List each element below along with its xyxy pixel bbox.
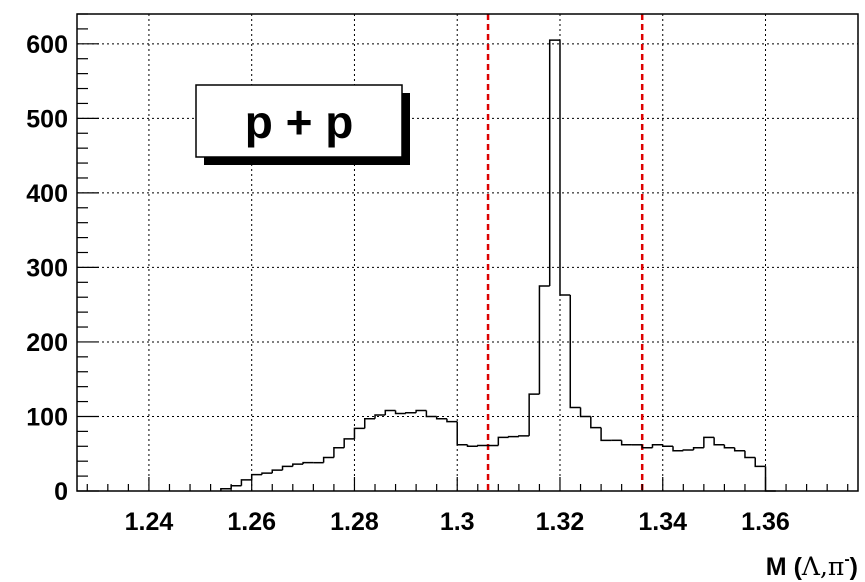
- plot-frame: [76, 13, 859, 492]
- x-axis-title-symbols: Λ,π: [801, 552, 844, 581]
- histogram-bin: [302, 461, 314, 465]
- histogram-bin: [590, 416, 602, 429]
- x-tick-labels: 1.24 1.26 1.28 1.3 1.32 1.34 1.36: [125, 508, 790, 536]
- histogram-bin: [394, 410, 406, 415]
- histogram-bin: [250, 473, 262, 480]
- histogram-bin: [528, 393, 540, 436]
- histogram-bin: [435, 416, 447, 420]
- histogram-bin: [261, 472, 273, 475]
- y-tick-labels: 0 100 200 300 400 500 600: [26, 31, 68, 506]
- histogram-bin: [230, 485, 242, 489]
- histogram-bin: [703, 436, 715, 448]
- x-tick-label: 1.28: [330, 508, 379, 536]
- histogram-bin: [507, 435, 519, 438]
- histogram-bin: [281, 465, 293, 471]
- axis-ticks: [77, 13, 849, 492]
- histogram-bin: [518, 435, 530, 437]
- y-tick-label: 400: [26, 180, 68, 208]
- x-axis-title: M (Λ,π-): [766, 551, 858, 581]
- histogram-bin: [662, 444, 674, 448]
- histogram-bin: [374, 414, 386, 419]
- histogram-bin: [713, 437, 725, 446]
- histogram-bin: [641, 444, 653, 449]
- x-tick-label: 1.32: [536, 508, 585, 536]
- histogram-bin: [733, 447, 745, 452]
- histogram-bin: [343, 438, 355, 448]
- histogram-bin: [240, 479, 252, 486]
- x-axis-title-close: ): [850, 553, 858, 581]
- histogram-bin: [322, 456, 334, 463]
- histogram-bin: [292, 463, 304, 467]
- histogram-bin: [579, 407, 591, 418]
- y-tick-label: 100: [26, 403, 68, 431]
- histogram-bin: [723, 444, 735, 449]
- histogram-bin: [477, 444, 489, 447]
- legend-box: p + p: [195, 84, 410, 165]
- x-tick-label: 1.24: [125, 508, 174, 536]
- y-tick-label: 200: [26, 329, 68, 357]
- x-tick-label: 1.3: [440, 508, 475, 536]
- histogram-series: [220, 39, 776, 492]
- histogram-bin: [692, 447, 704, 451]
- histogram-bin: [538, 285, 550, 395]
- histogram-bin: [559, 40, 571, 296]
- histogram-bin: [425, 410, 437, 418]
- y-tick-label: 300: [26, 254, 68, 282]
- histogram-bin: [353, 427, 365, 439]
- histogram-bin: [363, 417, 376, 429]
- histogram-bin: [384, 409, 396, 415]
- y-tick-label: 500: [26, 105, 68, 133]
- x-tick-label: 1.34: [638, 508, 687, 536]
- reference-lines: [486, 14, 644, 491]
- x-axis-title-superscript: -: [844, 551, 849, 568]
- legend-label: p + p: [245, 96, 354, 148]
- histogram-bin: [446, 418, 458, 423]
- histogram-bin: [548, 39, 560, 287]
- histogram-bin: [764, 466, 776, 492]
- grid: [77, 14, 858, 491]
- y-tick-label: 0: [54, 478, 68, 506]
- histogram-bin: [569, 294, 581, 409]
- y-tick-label: 600: [26, 31, 68, 59]
- x-axis-title-main: M (: [766, 553, 803, 581]
- histogram-bin: [651, 444, 663, 448]
- histogram-bin: [456, 421, 468, 446]
- histogram-bin: [333, 447, 345, 458]
- histogram-bin: [672, 446, 684, 452]
- histogram-bin: [415, 409, 427, 413]
- histogram-bin: [466, 444, 478, 448]
- histogram-bin: [497, 436, 509, 446]
- histogram-bin: [271, 469, 283, 474]
- histogram-bin: [405, 411, 417, 414]
- x-tick-label: 1.26: [227, 508, 276, 536]
- histogram-bin: [620, 440, 632, 446]
- x-tick-label: 1.36: [741, 508, 790, 536]
- histogram-bin: [754, 457, 766, 468]
- histogram-bin: [744, 450, 756, 459]
- histogram-bin: [600, 427, 612, 442]
- histogram-bin: [682, 449, 694, 451]
